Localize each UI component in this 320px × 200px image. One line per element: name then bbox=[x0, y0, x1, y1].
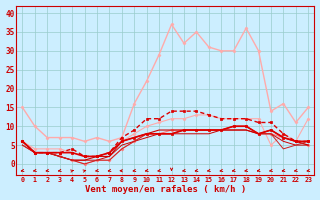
X-axis label: Vent moyen/en rafales ( km/h ): Vent moyen/en rafales ( km/h ) bbox=[85, 185, 246, 194]
